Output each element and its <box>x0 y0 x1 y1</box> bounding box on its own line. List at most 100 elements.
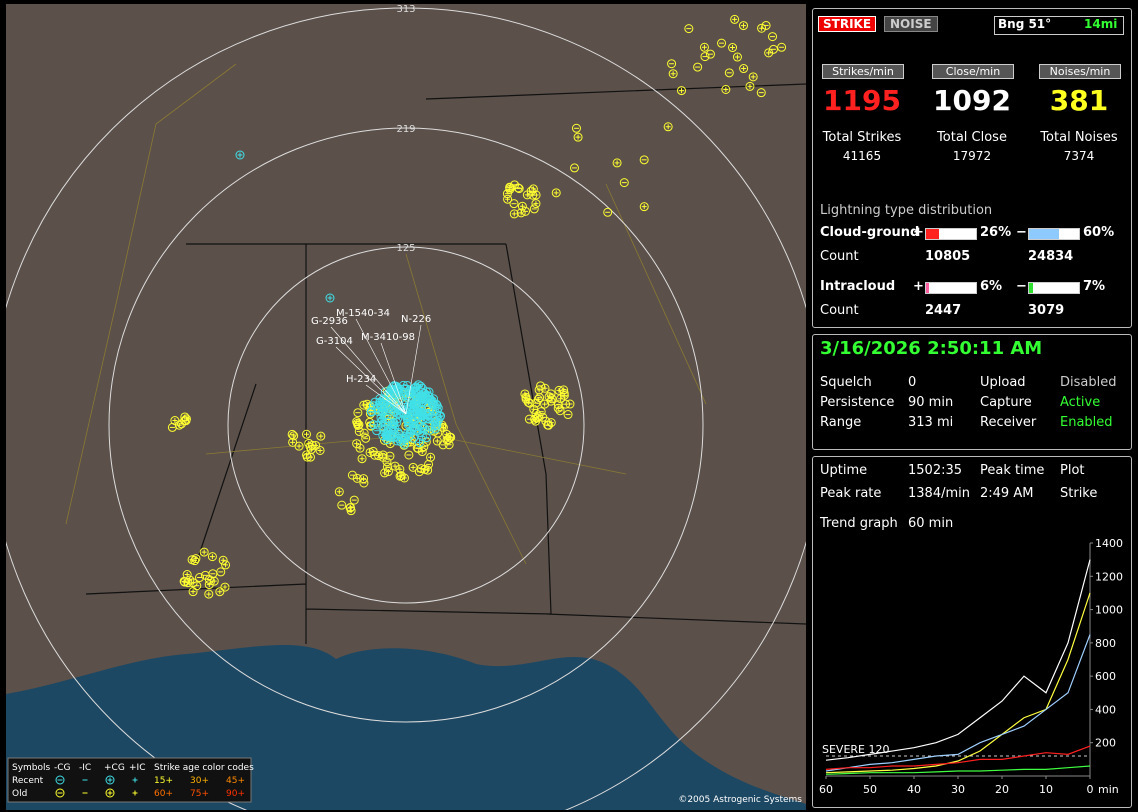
stat: Peak rate <box>820 486 882 501</box>
strike-symbol <box>432 406 442 416</box>
strike-symbol <box>359 428 369 438</box>
percent-bar-frame <box>925 228 977 240</box>
strike-symbol <box>199 547 209 557</box>
strike-symbol <box>547 394 557 404</box>
strike-symbol <box>425 425 435 435</box>
strike-symbol <box>372 426 382 436</box>
strike-symbol <box>777 42 787 52</box>
strike-label: H-234 <box>346 374 376 385</box>
strike-sign <box>327 295 333 301</box>
strike-symbol <box>612 158 622 168</box>
strike-symbol <box>337 500 347 510</box>
strike-sign <box>558 396 564 402</box>
legend-row: Recent <box>12 776 44 786</box>
distribution-title: Lightning type distribution <box>820 203 993 218</box>
legend-age: 75+ <box>190 789 209 799</box>
strike-symbol <box>413 408 423 418</box>
strike-sign <box>410 464 416 470</box>
strike-symbol <box>619 178 629 188</box>
total-value: 7374 <box>1063 149 1095 163</box>
strike-sign <box>665 124 671 130</box>
strike-symbol <box>417 432 427 442</box>
strike-sign <box>190 589 196 595</box>
strike-leader <box>355 318 407 415</box>
rate-value: 1195 <box>823 84 901 117</box>
strike-sign <box>361 476 367 482</box>
strike-sign <box>549 396 555 402</box>
setting: 313 mi <box>908 415 954 430</box>
legend-column: -CG <box>54 763 71 773</box>
range-rings: 313 219 125 <box>6 4 806 810</box>
strike-symbol <box>699 42 709 52</box>
strike-sign <box>304 452 310 458</box>
x-tick-label: 50 <box>863 783 877 796</box>
strike-symbol <box>436 411 446 421</box>
strike-sign <box>211 578 217 584</box>
strike-symbol <box>306 444 316 454</box>
percent-bar <box>1029 283 1033 293</box>
strike-symbol <box>432 400 442 410</box>
count-value: 24834 <box>1028 249 1074 264</box>
setting: 90 min <box>908 395 954 410</box>
strike-symbol <box>693 62 703 72</box>
strike-symbol <box>505 183 515 193</box>
strike-sign <box>385 420 391 426</box>
strike-symbol <box>365 447 375 457</box>
strike-sign <box>336 489 342 495</box>
strike-sign <box>542 385 548 391</box>
strike-sign <box>206 582 212 588</box>
rate-value: 1092 <box>933 84 1011 117</box>
percent-bar-frame <box>925 282 977 294</box>
strike-symbol <box>553 403 563 413</box>
strike-sign <box>317 447 323 453</box>
x-unit: min <box>1098 783 1119 796</box>
strike-symbol <box>424 404 434 414</box>
strike-symbol <box>551 188 561 198</box>
strike-symbol <box>521 206 531 216</box>
strike-sign <box>348 508 354 514</box>
strike-symbol <box>390 461 400 471</box>
strike-symbol <box>188 587 198 597</box>
strike-symbol <box>639 155 649 165</box>
strike-symbol <box>181 416 191 426</box>
strike-symbol <box>287 429 297 439</box>
strike-sign <box>189 557 195 563</box>
strike-sign <box>434 438 440 444</box>
strike-sign <box>440 424 446 430</box>
strike-symbol <box>200 570 210 580</box>
legend-row: Old <box>12 789 27 799</box>
strike-symbol <box>684 24 694 34</box>
strike-symbol <box>361 433 371 443</box>
strike-sign <box>536 387 542 393</box>
strike-symbol <box>347 470 357 480</box>
strike-sign <box>535 396 541 402</box>
strike-sign <box>222 584 228 590</box>
strike-symbol <box>179 576 189 586</box>
setting: Enabled <box>1060 415 1113 430</box>
strike-symbol <box>216 567 226 577</box>
y-tick-label: 1000 <box>1095 604 1123 617</box>
stat: 1502:35 <box>908 463 963 478</box>
strike-symbol <box>413 443 423 453</box>
range-ring <box>6 7 806 810</box>
strike-symbol <box>406 400 416 410</box>
percent-label: 60% <box>1083 225 1115 240</box>
strike-sign <box>614 160 620 166</box>
strike-symbol <box>235 150 245 160</box>
ring-label: 313 <box>396 4 415 15</box>
strike-sign <box>220 557 226 563</box>
strike-symbol <box>380 387 390 397</box>
strike-symbol <box>378 426 388 436</box>
strike-sign <box>438 413 444 419</box>
legend-column: +CG <box>104 763 125 773</box>
legend-symbol <box>55 775 65 785</box>
strike-symbol <box>445 432 455 442</box>
strike-symbol <box>294 441 304 451</box>
rate-label: Strikes/min <box>822 64 904 79</box>
strike-leader <box>380 342 407 415</box>
status-panel <box>812 8 1132 328</box>
strike-symbol <box>357 454 367 464</box>
strike-symbol <box>418 423 428 433</box>
roads <box>65 63 707 565</box>
strike-label: M-3410-98 <box>361 332 415 343</box>
